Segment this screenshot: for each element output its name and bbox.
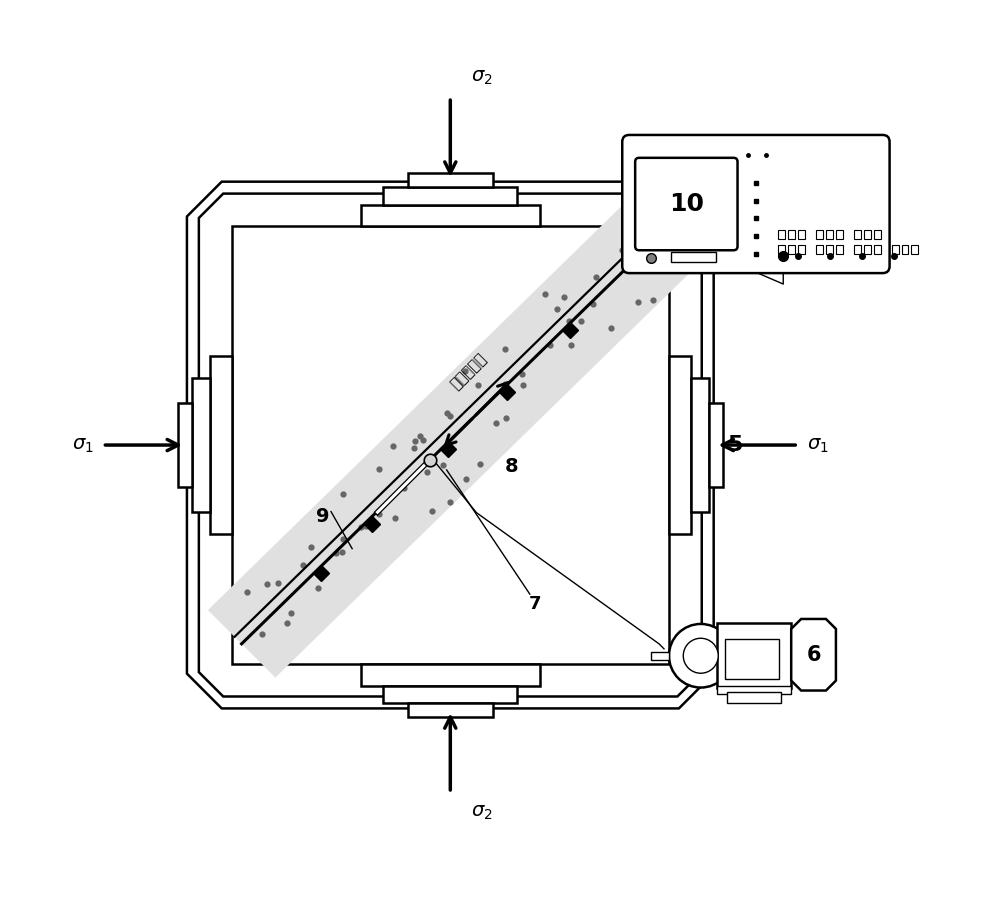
Circle shape [683,638,718,673]
Text: 8: 8 [505,457,519,476]
Bar [725,639,779,679]
Bar [691,378,709,512]
Bar [836,245,843,254]
Bar [383,186,517,205]
FancyBboxPatch shape [635,157,738,251]
Bar [361,663,540,686]
Bar [798,231,805,239]
Bar [874,245,881,254]
Bar [727,691,781,703]
Text: $\sigma_1$: $\sigma_1$ [807,435,829,454]
Polygon shape [187,182,714,709]
Bar [798,245,805,254]
Text: 水扩散方向: 水扩散方向 [448,350,490,392]
FancyBboxPatch shape [622,135,890,273]
Bar [826,245,833,254]
Text: 10: 10 [669,192,704,216]
Bar [836,231,843,239]
Bar [717,623,791,688]
Bar [717,686,791,693]
Bar [669,356,691,535]
Bar [816,245,823,254]
Bar [709,403,723,487]
Bar [911,245,918,254]
Bar [192,378,210,512]
Bar [864,245,871,254]
Bar [816,231,823,239]
Text: 5: 5 [728,435,743,455]
Bar [408,703,493,718]
Text: 7: 7 [529,595,541,613]
Bar [826,231,833,239]
Bar [788,245,795,254]
Bar [778,245,785,254]
Text: 9: 9 [316,507,330,526]
Bar [178,403,192,487]
Text: $\sigma_1$: $\sigma_1$ [72,435,93,454]
Bar [671,252,716,262]
Bar [902,245,908,254]
Bar [651,652,669,660]
Text: 6: 6 [806,644,821,665]
Bar [361,205,540,226]
Polygon shape [791,619,836,691]
Bar [778,231,785,239]
Bar [383,686,517,703]
Text: $\sigma_2$: $\sigma_2$ [471,804,493,823]
Bar [210,356,232,535]
Bar [874,231,881,239]
Bar [864,231,871,239]
Bar [854,245,861,254]
Bar [892,245,899,254]
Bar [408,173,493,186]
Bar [788,231,795,239]
Bar [854,231,861,239]
Text: $\sigma_2$: $\sigma_2$ [471,68,493,87]
Polygon shape [208,197,698,678]
Circle shape [669,624,733,688]
Bar [232,226,669,663]
